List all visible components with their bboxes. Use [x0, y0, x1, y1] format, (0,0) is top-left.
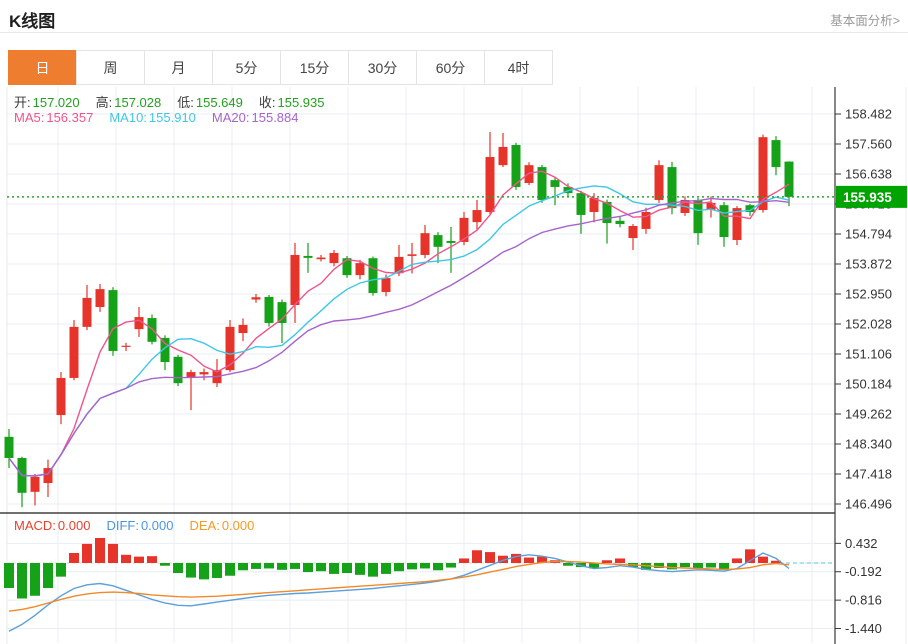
svg-text:153.872: 153.872: [845, 257, 892, 272]
legend-item: MACD: 0.000: [14, 518, 91, 533]
macd-histogram: [4, 537, 781, 599]
ma-legend: MA5: 156.357 MA10: 155.910 MA20: 155.884: [14, 110, 315, 125]
tab-月[interactable]: 月: [144, 50, 213, 85]
legend-item: 高: 157.028: [95, 95, 162, 110]
macd-axis: 0.432 -0.192 -0.816 -1.440: [835, 536, 882, 636]
candles: [4, 131, 794, 508]
ohlc-legend: 开: 157.020 高: 157.028 低: 155.649 收: 155.935: [14, 92, 341, 111]
tab-30分[interactable]: 30分: [348, 50, 417, 85]
svg-text:155.935: 155.935: [843, 190, 892, 205]
legend-item: 开: 157.020: [14, 95, 80, 110]
svg-text:151.106: 151.106: [845, 347, 892, 362]
legend-item: DEA: 0.000: [189, 518, 255, 533]
ma5-line: [8, 170, 790, 477]
svg-text:-1.440: -1.440: [845, 621, 882, 636]
svg-text:147.418: 147.418: [845, 467, 892, 482]
legend-item: 低: 155.649: [177, 95, 243, 110]
svg-text:146.496: 146.496: [845, 497, 892, 512]
legend-item: MA5: 156.357: [14, 110, 94, 125]
svg-text:152.028: 152.028: [845, 317, 892, 332]
dea-line: [8, 560, 790, 612]
ma10-line: [8, 185, 790, 477]
chart-area: 158.482157.560156.638155.716154.794153.8…: [0, 87, 908, 644]
svg-text:152.950: 152.950: [845, 287, 892, 302]
legend-item: DIFF: 0.000: [106, 518, 174, 533]
tab-15分[interactable]: 15分: [280, 50, 349, 85]
page-title: K线图: [9, 12, 56, 31]
svg-text:149.262: 149.262: [845, 407, 892, 422]
svg-text:154.794: 154.794: [845, 227, 892, 242]
tab-周[interactable]: 周: [76, 50, 145, 85]
current-price-badge: 155.935: [836, 185, 907, 208]
grid-lines: [6, 87, 907, 644]
tab-日[interactable]: 日: [8, 50, 77, 85]
legend-item: 收: 155.935: [258, 95, 325, 110]
svg-text:156.638: 156.638: [845, 167, 892, 182]
ma20-line: [8, 197, 790, 477]
period-tabs: 日周月 5分 15分 30分 60分 4时: [8, 50, 553, 85]
tab-60分[interactable]: 60分: [416, 50, 485, 85]
diff-line: [8, 552, 790, 632]
price-axis: 158.482157.560156.638155.716154.794153.8…: [834, 87, 892, 644]
svg-text:0.432: 0.432: [845, 536, 878, 551]
legend-item: MA20: 155.884: [211, 110, 299, 125]
svg-text:-0.816: -0.816: [845, 593, 882, 608]
svg-text:150.184: 150.184: [845, 377, 892, 392]
svg-text:158.482: 158.482: [845, 107, 892, 122]
tab-4时[interactable]: 4时: [484, 50, 553, 85]
kline-chart-svg[interactable]: 158.482157.560156.638155.716154.794153.8…: [0, 87, 908, 644]
svg-text:148.340: 148.340: [845, 437, 892, 452]
legend-item: MA10: 155.910: [109, 110, 196, 125]
macd-legend: MACD: 0.000 DIFF: 0.000 DEA: 0.000: [14, 518, 270, 533]
fundamental-analysis-link[interactable]: 基本面分析>: [830, 14, 900, 28]
header: K线图 基本面分析>: [0, 0, 908, 33]
svg-text:157.560: 157.560: [845, 137, 892, 152]
tab-5分[interactable]: 5分: [212, 50, 281, 85]
svg-text:-0.192: -0.192: [845, 564, 882, 579]
